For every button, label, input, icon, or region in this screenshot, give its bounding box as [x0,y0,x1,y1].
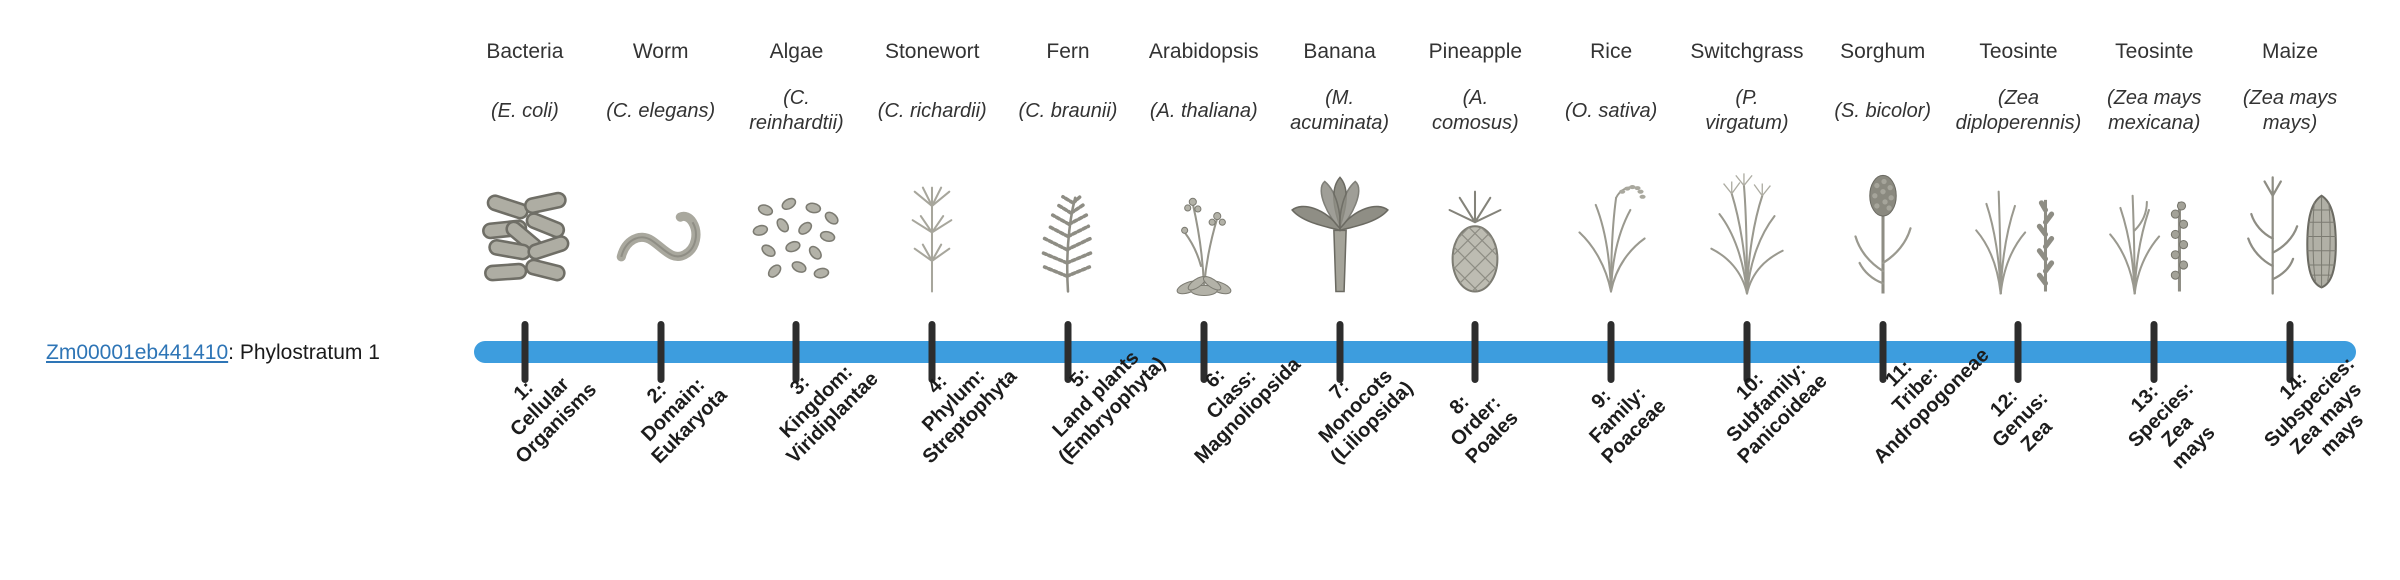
taxon-illustration [1951,164,2087,308]
taxon-scientific-name: (C. richardii) [877,99,987,122]
timeline-tick [1879,321,1887,383]
taxon-illustration [1000,164,1136,308]
taxon-column: Stonewort (C. richardii) 4: Phylum: Stre… [864,0,1022,580]
taxon-common-name: Teosinte [1979,40,2058,63]
fern-icon [1012,168,1124,308]
banana-icon [1284,168,1396,308]
taxon-illustration [2086,164,2222,308]
stratum-label: 12: Genus: Zea [1986,385,2058,456]
teosinte-diploperennis-icon [1962,168,2074,308]
timeline-tick [2150,321,2158,383]
timeline-tick [1607,321,1615,383]
taxon-scientific-name: (C. braunii) [1018,99,1118,122]
taxon-illustration [1136,164,1272,308]
taxon-common-name: Maize [2262,40,2319,63]
stratum-label: 2: Domain: Eukaryota [636,373,732,469]
timeline-tick [2014,321,2022,383]
stratum-label: 13: Species: Zea mays [2124,378,2220,474]
stratum-label: 8: Order: Poales [1445,390,1524,469]
taxon-illustration [2222,164,2358,308]
taxon-scientific-name: (Zea diploperennis) [1955,87,2082,134]
taxon-illustration [729,164,865,308]
switchgrass-icon [1691,168,1803,308]
timeline-tick [1336,321,1344,383]
taxon-scientific-name: (A. comosus) [1432,87,1519,134]
taxon-column: Pineapple (A. comosus) 8: Order: Poales [1407,0,1543,580]
taxon-illustration [1815,164,1951,308]
pineapple-icon [1419,168,1531,308]
taxon-scientific-name: (Zea mays mays) [2242,87,2338,134]
taxon-scientific-name: (S. bicolor) [1834,99,1932,122]
taxon-scientific-name: (C. elegans) [606,99,716,122]
taxon-scientific-name: (C. reinhardtii) [749,87,844,134]
taxa-columns: Bacteria (E. coli) 1: Cellular Organisms… [457,0,2368,580]
taxon-column: Fern (C. braunii) 5: Land plants (Embryo… [1000,0,1170,580]
taxon-illustration [593,164,729,308]
taxon-column: Banana (M. acuminata) 7: Monocots (Lilio… [1272,0,1417,580]
taxon-illustration [457,164,593,308]
taxon-column: Teosinte (Zea diploperennis) 12: Genus: … [1951,0,2087,580]
sorghum-icon [1827,168,1939,308]
phylostratum-text: : Phylostratum 1 [228,341,380,364]
taxon-illustration [1407,164,1543,308]
taxon-column: Algae (C. reinhardtii) 3: Kingdom: Virid… [729,0,883,580]
taxon-common-name: Algae [769,40,824,63]
gene-label: Zm00001eb441410: Phylostratum 1 [46,341,380,365]
worm-icon [605,168,717,308]
taxon-common-name: Bacteria [486,40,564,63]
taxon-common-name: Banana [1303,40,1376,63]
stratum-label: 14: Subspecies: Zea mays mays [2260,352,2369,461]
arabidopsis-icon [1148,168,1260,308]
stratum-label: 10: Subfamily: Panicoideae [1722,358,1832,469]
taxon-column: Rice (O. sativa) 9: Family: Poaceae [1543,0,1679,580]
rice-icon [1555,168,1667,308]
timeline-tick [657,321,665,383]
taxon-illustration [1543,164,1679,308]
algae-icon [740,168,852,308]
bacteria-icon [469,168,581,308]
taxon-common-name: Teosinte [2115,40,2194,63]
maize-icon [2234,168,2346,308]
stonewort-icon [876,168,988,308]
taxon-column: Arabidopsis (A. thaliana) 6: Class: Magn… [1136,0,1305,580]
taxon-common-name: Arabidopsis [1148,40,1259,63]
taxon-column: Worm (C. elegans) 2: Domain: Eukaryota [593,0,732,580]
gene-id-link[interactable]: Zm00001eb441410 [46,341,229,364]
timeline-tick [792,321,800,383]
taxon-column: Switchgrass (P. virgatum) 10: Subfamily:… [1679,0,1831,580]
taxon-common-name: Rice [1590,40,1633,63]
taxon-column: Bacteria (E. coli) 1: Cellular Organisms [457,0,601,580]
stratum-label: 1: Cellular Organisms [506,373,601,469]
timeline-tick [1064,321,1072,383]
timeline-tick [1200,321,1208,383]
taxon-common-name: Fern [1046,40,1090,63]
taxon-scientific-name: (P. virgatum) [1705,87,1789,134]
taxon-scientific-name: (A. thaliana) [1149,99,1258,122]
taxon-common-name: Sorghum [1840,40,1926,63]
taxon-illustration [1679,164,1815,308]
taxon-scientific-name: (O. sativa) [1565,99,1658,122]
timeline-tick [1743,321,1751,383]
taxon-scientific-name: (Zea mays mexicana) [2107,87,2202,134]
taxon-common-name: Pineapple [1428,40,1523,63]
taxon-column: Sorghum (S. bicolor) 11: Tribe: Andropog… [1815,0,1993,580]
taxon-column: Teosinte (Zea mays mexicana) 13: Species… [2086,0,2222,580]
stratum-label: 7: Monocots (Liliopsida) [1314,365,1418,469]
taxon-illustration [864,164,1000,308]
taxon-common-name: Worm [632,40,689,63]
taxon-scientific-name: (E. coli) [490,99,559,122]
taxon-illustration [1272,164,1408,308]
timeline-tick [928,321,936,383]
stratum-label: 9: Family: Poaceae [1585,382,1671,469]
timeline-tick [521,321,529,383]
timeline-tick [2286,321,2294,383]
taxon-common-name: Stonewort [884,40,980,63]
teosinte-mexicana-icon [2098,168,2210,308]
taxon-column: Maize (Zea mays mays) 14: Subspecies: Ze… [2222,0,2368,580]
taxon-common-name: Switchgrass [1690,40,1804,63]
timeline-tick [1471,321,1479,383]
taxon-scientific-name: (M. acuminata) [1290,87,1390,134]
